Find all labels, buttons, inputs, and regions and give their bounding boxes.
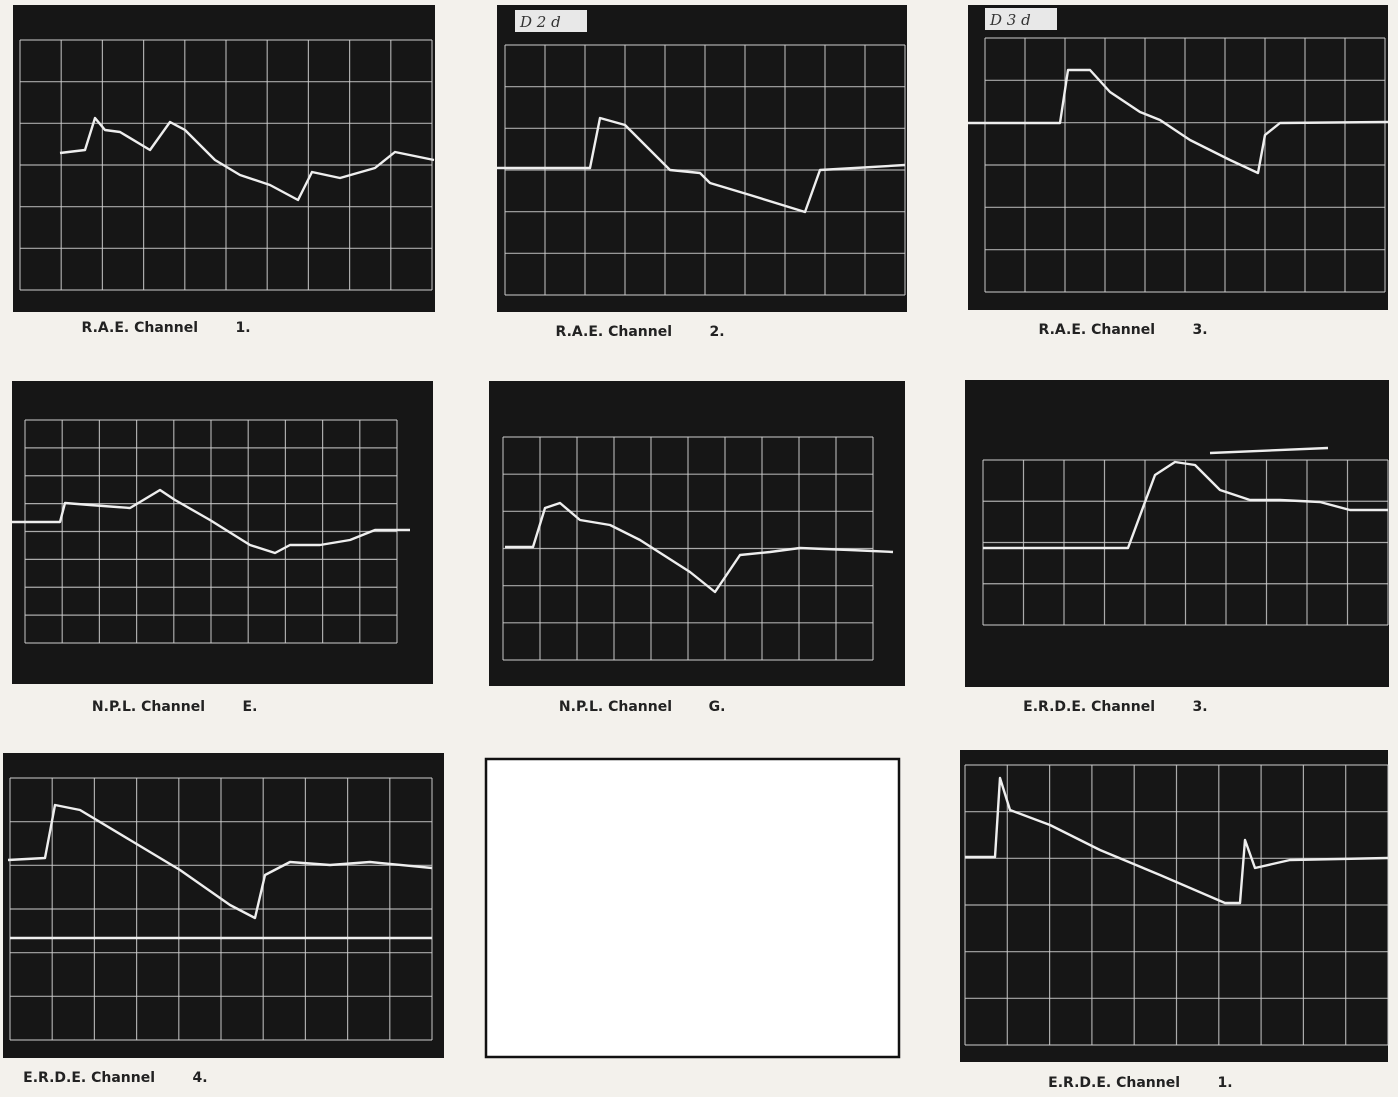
tag-label: D 2 d bbox=[519, 13, 561, 31]
oscillogram-photo bbox=[968, 5, 1388, 310]
caption-channel: 1. bbox=[1217, 1075, 1232, 1091]
tag-label-bg bbox=[515, 10, 587, 32]
caption-label: N.P.L. Channel bbox=[559, 699, 672, 715]
trace bbox=[497, 116, 906, 214]
caption-channel: E. bbox=[243, 699, 258, 715]
caption-label: E.R.D.E. Channel bbox=[1048, 1075, 1180, 1091]
caption-channel: 4. bbox=[192, 1070, 207, 1086]
caption-channel: G. bbox=[709, 699, 726, 715]
oscillogram-photo bbox=[3, 753, 444, 1058]
trace bbox=[1209, 446, 1329, 455]
caption-label: E.R.D.E. Channel bbox=[23, 1070, 155, 1086]
trace bbox=[12, 488, 410, 555]
caption-channel: 3. bbox=[1192, 322, 1207, 338]
caption-channel: 3. bbox=[1192, 699, 1207, 715]
trace bbox=[965, 776, 1389, 905]
oscillogram-photo bbox=[497, 5, 907, 312]
trace bbox=[968, 68, 1389, 175]
caption-label: R.A.E. Channel bbox=[1039, 322, 1155, 338]
trace bbox=[59, 116, 435, 202]
trace bbox=[505, 501, 894, 594]
caption-label: N.P.L. Channel bbox=[92, 699, 205, 715]
trace bbox=[983, 460, 1388, 550]
caption-label: R.A.E. Channel bbox=[82, 320, 198, 336]
tag-label: D 3 d bbox=[989, 11, 1031, 29]
trace bbox=[7, 803, 433, 920]
caption-channel: 2. bbox=[709, 324, 724, 340]
oscillogram-photo bbox=[965, 380, 1389, 687]
oscillogram-photo bbox=[13, 5, 435, 312]
blank-frame bbox=[484, 757, 901, 1059]
tag-label-bg bbox=[985, 8, 1057, 30]
oscillogram-photo bbox=[489, 381, 905, 686]
oscillogram-photo bbox=[12, 381, 433, 684]
caption-channel: 1. bbox=[235, 320, 250, 336]
caption-label: E.R.D.E. Channel bbox=[1023, 699, 1155, 715]
caption-label: R.A.E. Channel bbox=[556, 324, 672, 340]
oscillogram-photo bbox=[960, 750, 1388, 1062]
